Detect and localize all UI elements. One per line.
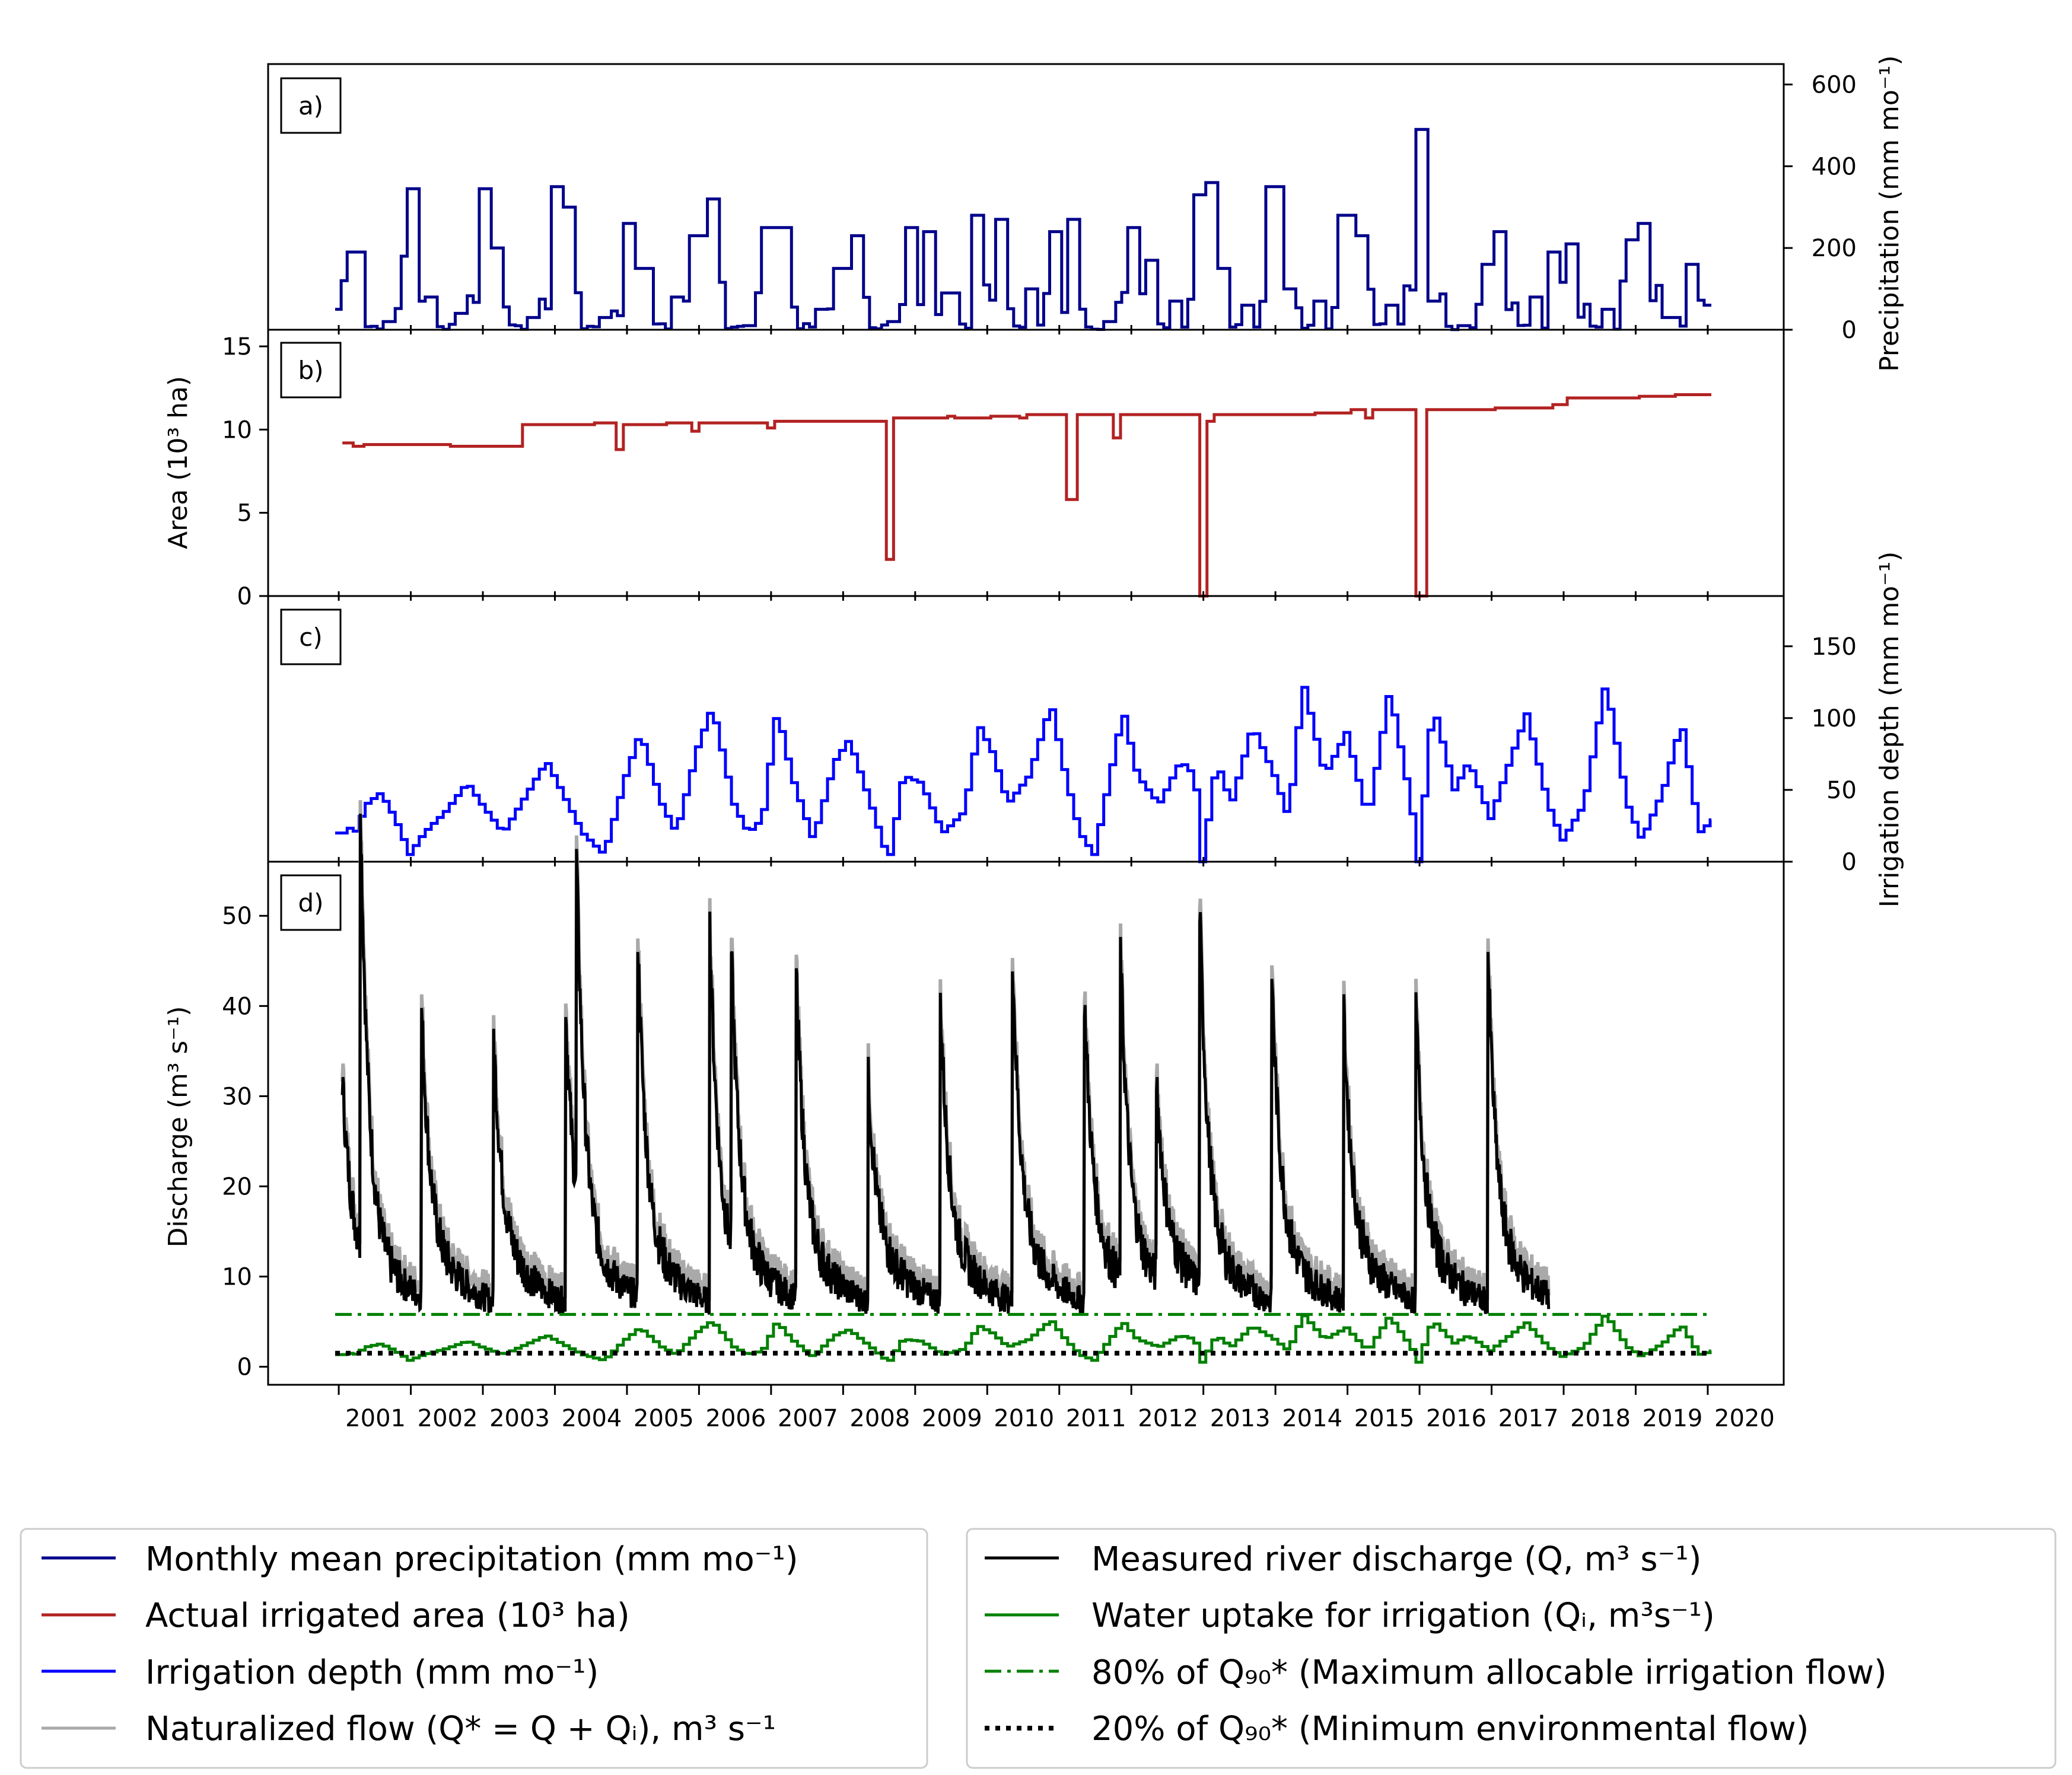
panel-c-yticks: 0 50 100 150: [1784, 633, 1857, 876]
xtick-label-11: 2012: [1138, 1405, 1198, 1432]
panel-b-ylabel: Area (10³ ha): [163, 376, 193, 549]
ytick-label-a-1: 200: [1812, 235, 1857, 262]
ytick-label-a-3: 600: [1812, 71, 1857, 98]
ytick-label-d-2: 20: [222, 1173, 252, 1200]
precipitation-series: [335, 128, 1711, 332]
legend-uptake-label: Water uptake for irrigation (Qᵢ, m³s⁻¹): [1091, 1596, 1715, 1635]
irrigation-uptake-series: [335, 1314, 1712, 1364]
naturalized-flow-series: [340, 800, 1551, 1302]
panel-c-ylabel: Irrigation depth (mm mo⁻¹): [1874, 552, 1905, 908]
ytick-label-c-0: 0: [1842, 849, 1857, 876]
panel-d-ylabel: Discharge (m³ s⁻¹): [163, 1006, 193, 1248]
ytick-label-d-5: 50: [222, 903, 252, 930]
legend-discharge-label: Measured river discharge (Q, m³ s⁻¹): [1091, 1540, 1701, 1579]
legend-right-box: [966, 1528, 2057, 1769]
ytick-label-b-3: 15: [222, 333, 252, 361]
panel-d-yticks: 0 10 20 30 40 50: [222, 903, 268, 1381]
panel-b: 0 5 10 15 b) Area (10³ ha): [163, 329, 1785, 610]
legend-min-flow-label: 20% of Q₉₀* (Minimum environmental flow): [1091, 1710, 1809, 1748]
xtick-label-7: 2008: [849, 1405, 910, 1432]
xtick-label-12: 2013: [1210, 1405, 1271, 1432]
xtick-label-2: 2003: [489, 1405, 550, 1432]
legend-left-box: [20, 1528, 928, 1769]
xtick-label-16: 2017: [1498, 1405, 1559, 1432]
ytick-label-c-3: 150: [1812, 633, 1857, 661]
ytick-label-a-0: 0: [1842, 317, 1857, 344]
xtick-label-8: 2009: [922, 1405, 982, 1432]
xtick-label-6: 2007: [778, 1405, 838, 1432]
legend-depth-label: Irrigation depth (mm mo⁻¹): [145, 1653, 599, 1692]
irrigation-depth-series: [335, 686, 1712, 863]
panel-c-frame: [267, 595, 1785, 863]
ytick-label-a-2: 400: [1812, 153, 1857, 180]
panel-d-label: d): [298, 888, 323, 917]
xtick-label-10: 2011: [1066, 1405, 1126, 1432]
panel-b-yticks: 0 5 10 15: [222, 333, 268, 610]
xtick-label-17: 2018: [1570, 1405, 1631, 1432]
ytick-label-c-1: 50: [1826, 777, 1857, 804]
xtick-label-14: 2015: [1354, 1405, 1415, 1432]
ytick-label-d-0: 0: [237, 1354, 252, 1381]
legend-right: Measured river discharge (Q, m³ s⁻¹) Wat…: [966, 1528, 2057, 1769]
legend-max-flow-label: 80% of Q₉₀* (Maximum allocable irrigatio…: [1091, 1653, 1887, 1692]
xtick-label-0: 2001: [345, 1405, 406, 1432]
panel-c-label-box: [280, 608, 342, 665]
xtick-label-13: 2014: [1282, 1405, 1342, 1432]
panel-c: 0 50 100 150 c) Irrigation depth (mm mo⁻¹): [267, 552, 1905, 908]
legend-left: Monthly mean precipitation (mm mo⁻¹) Act…: [20, 1528, 928, 1769]
ytick-label-d-4: 40: [222, 993, 252, 1020]
panel-a: 0 200 400 600 a) Precipitation (mm mo⁻¹): [267, 55, 1905, 372]
irrigated-area-series: [342, 393, 1711, 598]
xtick-label-15: 2016: [1426, 1405, 1487, 1432]
ytick-label-b-2: 10: [222, 416, 252, 444]
measured-discharge-series: [340, 814, 1551, 1315]
panel-b-frame: [267, 329, 1785, 597]
panel-a-label: a): [298, 91, 323, 120]
xtick-label-9: 2010: [994, 1405, 1054, 1432]
xtick-label-1: 2002: [418, 1405, 478, 1432]
legend-naturalized-label: Naturalized flow (Q* = Q + Qᵢ), m³ s⁻¹: [145, 1710, 776, 1748]
ytick-label-d-3: 30: [222, 1083, 252, 1110]
xtick-label-3: 2004: [562, 1405, 622, 1432]
ytick-label-c-2: 100: [1812, 705, 1857, 732]
xtick-label-18: 2019: [1643, 1405, 1703, 1432]
x-axis-ticks: 2001 2002 2003 2004 2005 2006 2007 2008 2009 2010…: [338, 325, 1775, 1432]
legend-area-label: Actual irrigated area (10³ ha): [145, 1596, 630, 1635]
panel-c-label: c): [299, 623, 322, 652]
legend-precipitation-label: Monthly mean precipitation (mm mo⁻¹): [145, 1540, 798, 1579]
panel-d-label-box: [280, 874, 342, 931]
xtick-label-19: 2020: [1714, 1405, 1775, 1432]
panel-b-label-box: [280, 342, 342, 399]
panel-b-label: b): [298, 356, 323, 385]
panel-a-label-box: [280, 77, 342, 134]
panel-a-ylabel: Precipitation (mm mo⁻¹): [1874, 55, 1905, 372]
ytick-label-b-0: 0: [237, 583, 252, 610]
xtick-label-4: 2005: [634, 1405, 694, 1432]
xtick-label-5: 2006: [706, 1405, 766, 1432]
ytick-label-b-1: 5: [237, 500, 252, 527]
panel-a-yticks: 0 200 400 600: [1784, 71, 1857, 344]
ytick-label-d-1: 10: [222, 1264, 252, 1291]
panel-d-frame: [267, 861, 1785, 1386]
